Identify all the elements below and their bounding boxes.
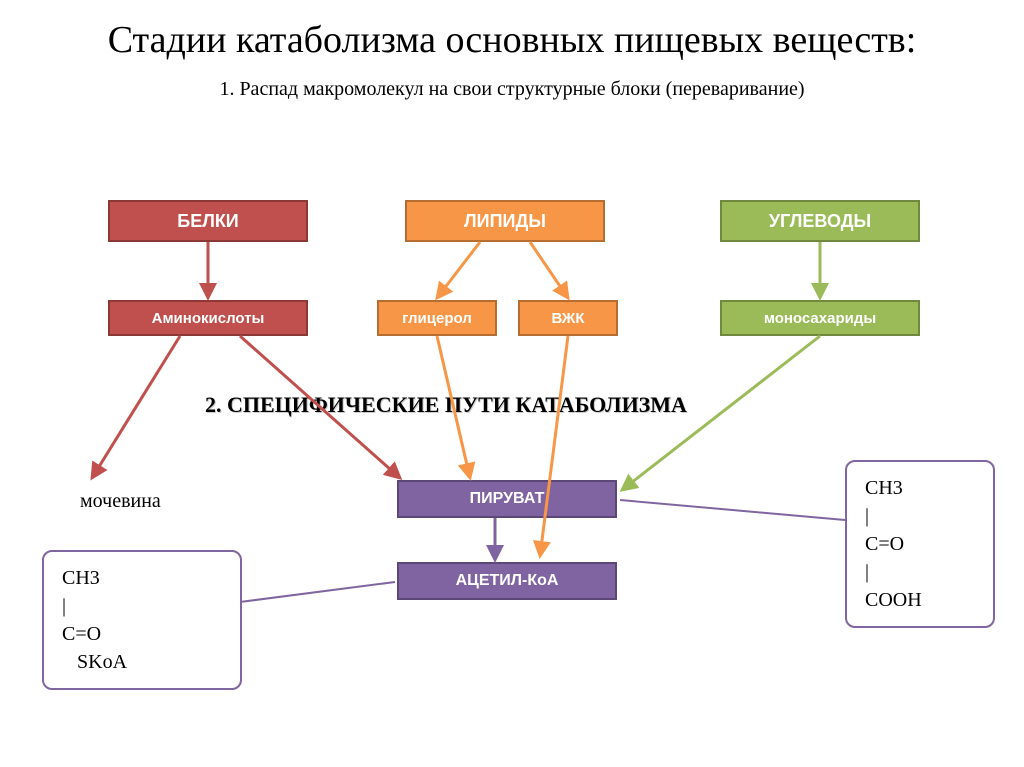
box-glycerol: глицерол	[377, 300, 497, 336]
box-acetylcoa: АЦЕТИЛ-КоА	[397, 562, 617, 600]
section-2-label: 2. СПЕЦИФИЧЕСКИЕ ПУТИ КАТАБОЛИЗМА	[205, 392, 687, 418]
callout-acetyl-coa-formula: CH3 | C=O SKoA	[42, 550, 242, 690]
box-mono: моносахариды	[720, 300, 920, 336]
box-lipids: ЛИПИДЫ	[405, 200, 605, 242]
page-title: Стадии катаболизма основных пищевых веще…	[0, 0, 1024, 64]
box-amino: Аминокислоты	[108, 300, 308, 336]
box-pyruvate: ПИРУВАТ	[397, 480, 617, 518]
page-subtitle: 1. Распад макромолекул на свои структурн…	[0, 78, 1024, 101]
callout-pyruvate-formula: CH3 | C=O | COOH	[845, 460, 995, 628]
box-proteins: БЕЛКИ	[108, 200, 308, 242]
urea-label: мочевина	[80, 490, 161, 513]
box-vzhk: ВЖК	[518, 300, 618, 336]
box-carbs: УГЛЕВОДЫ	[720, 200, 920, 242]
